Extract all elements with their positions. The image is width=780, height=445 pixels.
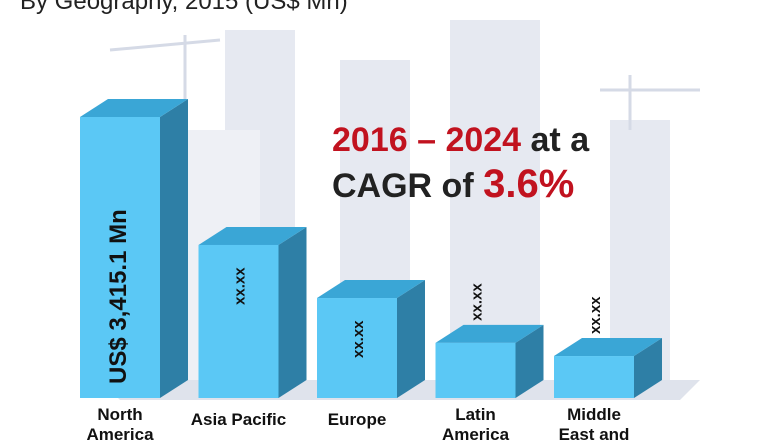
bar-side <box>397 280 425 398</box>
data-label: xx.xx <box>469 283 486 321</box>
category-label: Latin America <box>441 405 510 444</box>
bar <box>317 298 397 398</box>
cagr-line2: CAGR of <box>332 167 484 205</box>
category-label: North America <box>86 405 154 444</box>
chart-title: By Geography, 2015 (US$ Mn) <box>20 0 348 15</box>
bar-side <box>160 99 188 398</box>
cagr-mid: at a <box>521 121 590 159</box>
bar-side <box>515 324 544 398</box>
bar-side <box>278 226 307 398</box>
bar <box>80 117 160 398</box>
category-label: Middle East and <box>558 405 630 444</box>
data-label: xx.xx <box>232 267 249 305</box>
bar <box>198 244 279 398</box>
bar-top <box>554 338 662 357</box>
data-label: US$ 3,415.1 Mn <box>105 209 132 384</box>
bar <box>435 342 516 398</box>
data-label: xx.xx <box>587 296 604 334</box>
bar-top <box>198 226 307 245</box>
bar-side <box>634 338 662 398</box>
cagr-annotation: 2016 – 2024 at a CAGR of 3.6% <box>332 118 589 208</box>
category-label: Asia Pacific <box>190 410 287 429</box>
cagr-years: 2016 – 2024 <box>332 121 522 159</box>
bar-top <box>435 324 544 343</box>
bar-top <box>317 280 425 299</box>
data-label: xx.xx <box>350 320 367 358</box>
category-label: Europe <box>327 410 387 429</box>
bar <box>554 356 634 398</box>
bar-top <box>80 99 188 117</box>
cagr-rate: 3.6% <box>483 162 575 206</box>
